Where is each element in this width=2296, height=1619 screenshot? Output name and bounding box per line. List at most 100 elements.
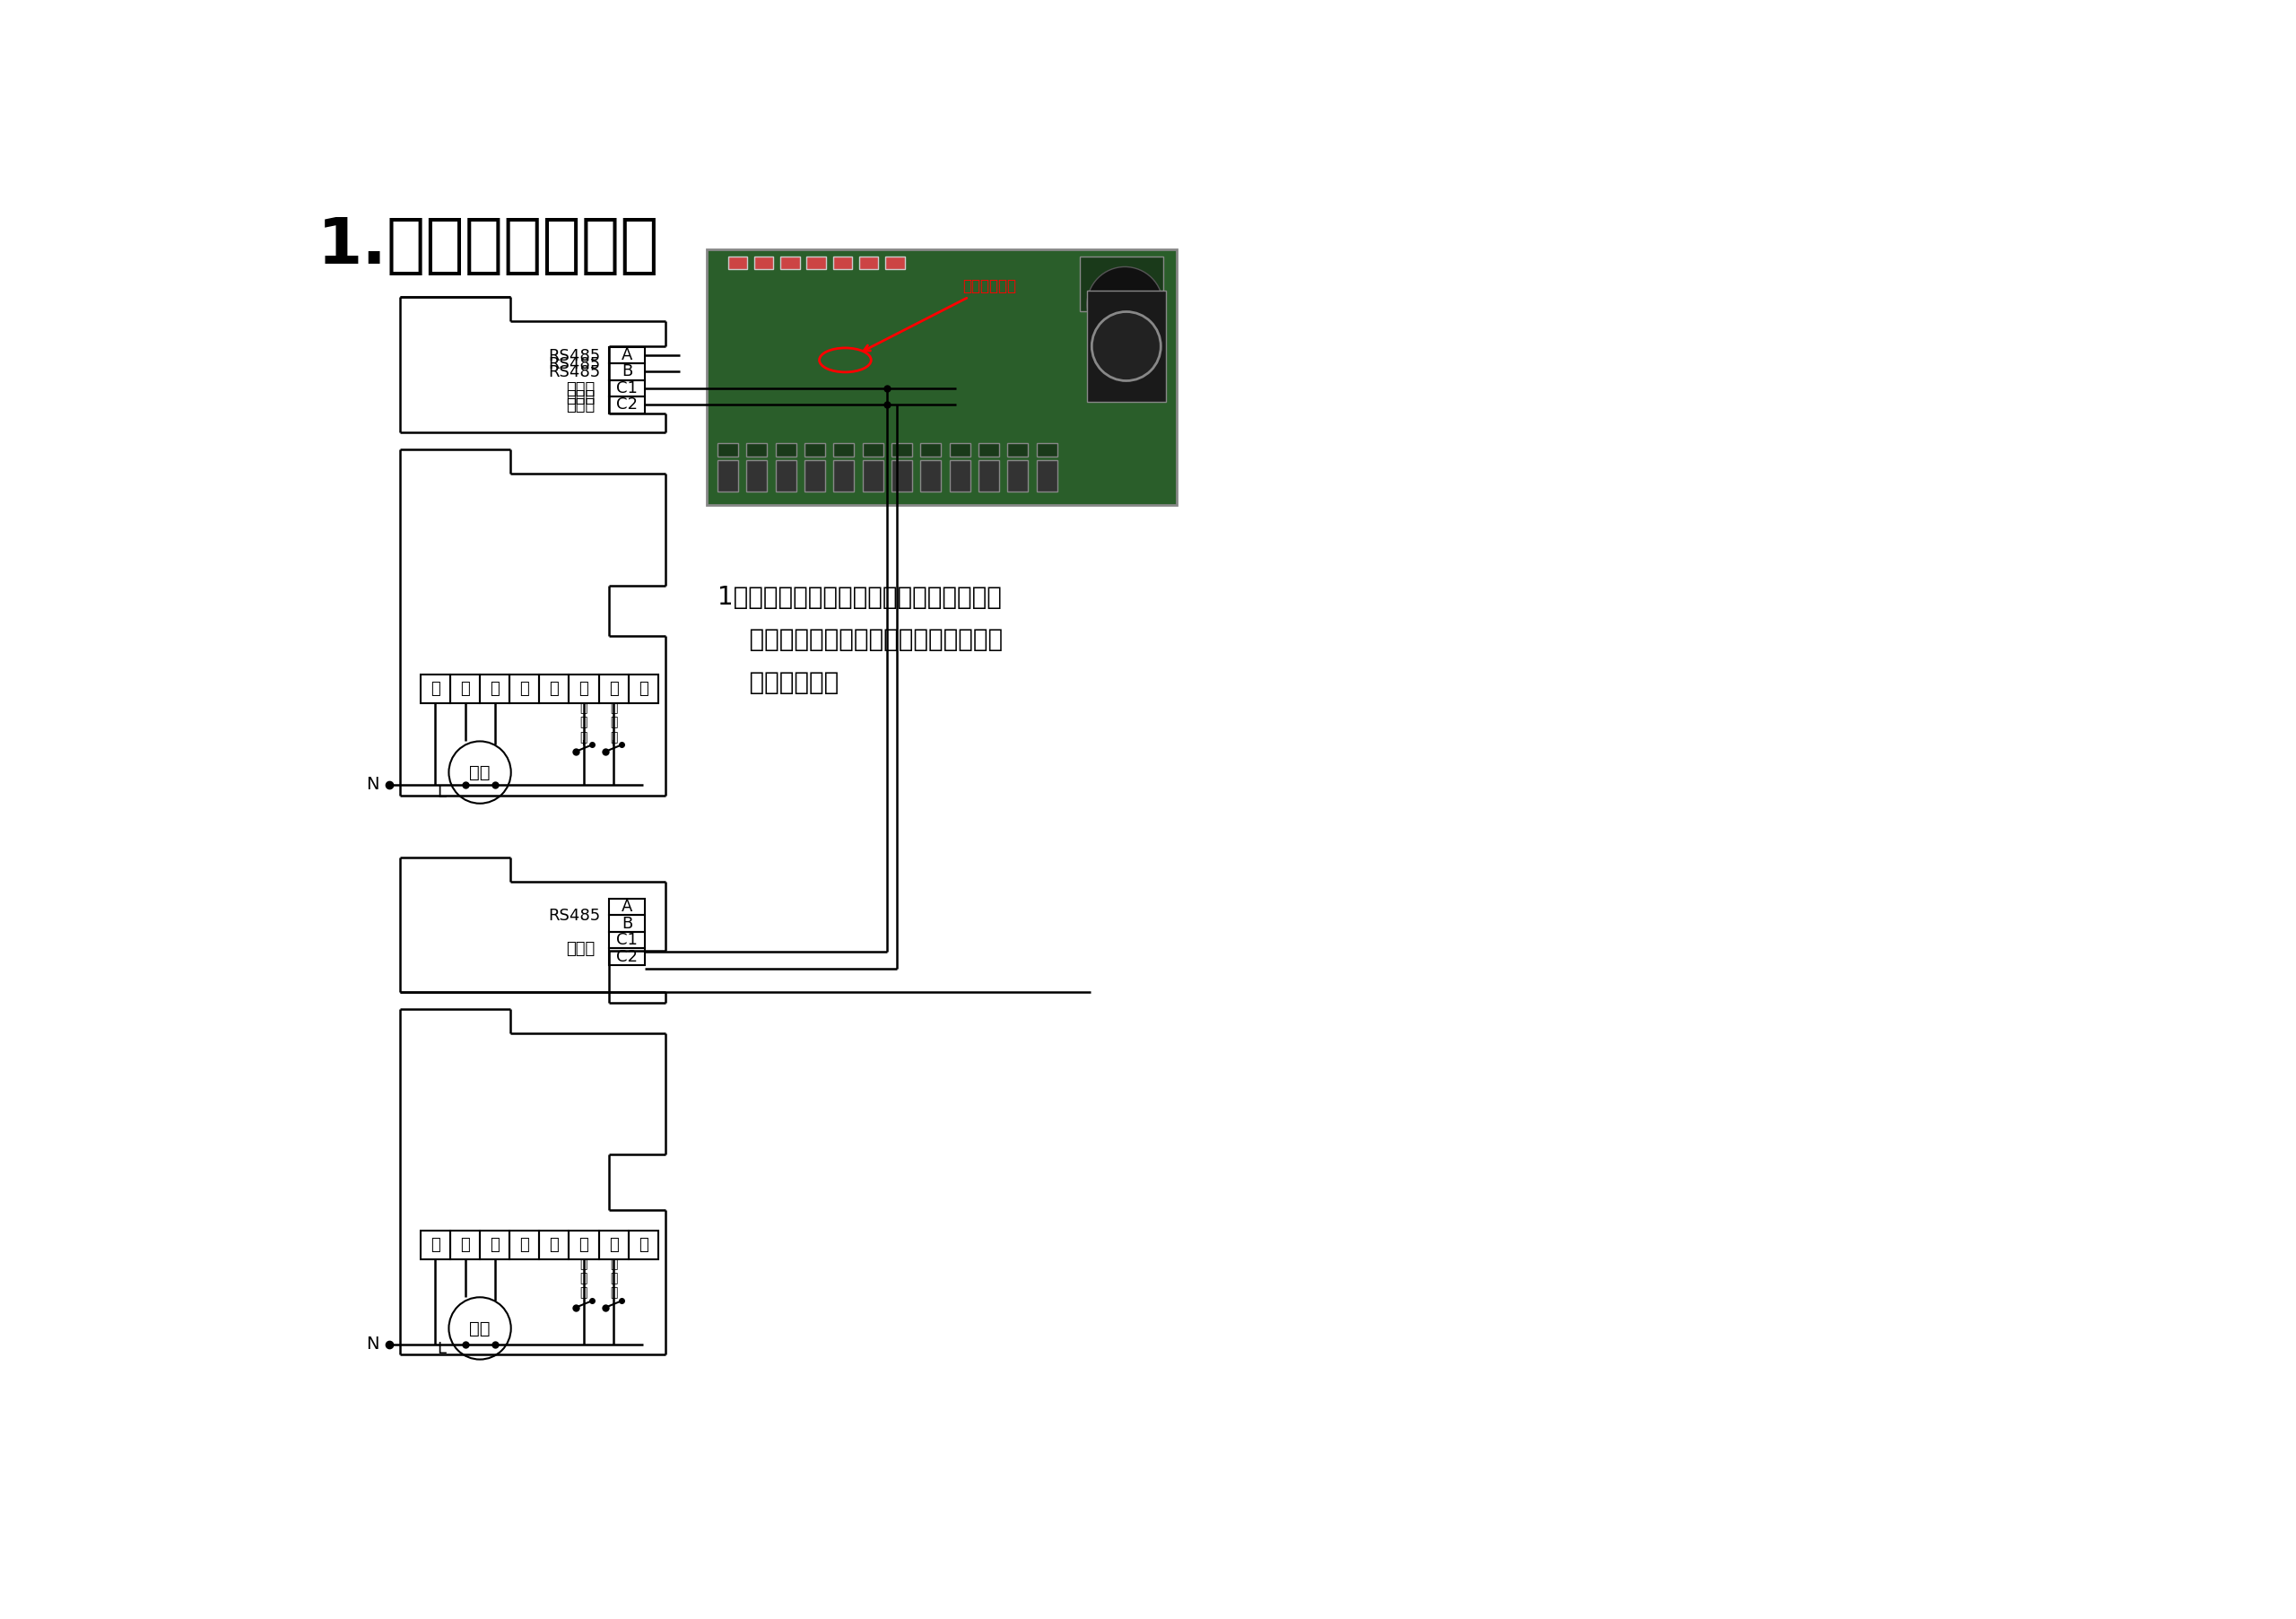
Bar (833, 460, 854, 491)
Bar (746, 460, 767, 491)
Bar (629, 1230, 659, 1260)
Text: 关: 关 (608, 680, 618, 696)
Bar (569, 674, 599, 703)
Bar (753, 256, 774, 269)
Bar (978, 460, 999, 491)
Text: 零: 零 (432, 680, 441, 696)
Text: RS485: RS485 (549, 908, 599, 924)
Text: C2: C2 (615, 397, 638, 413)
Text: 干触点: 干触点 (567, 389, 595, 405)
Bar (1079, 256, 1162, 312)
Text: A: A (622, 346, 631, 363)
Bar (510, 1230, 540, 1260)
Bar (608, 949, 645, 965)
Text: 低: 低 (549, 1237, 558, 1253)
Text: 干触点: 干触点 (567, 398, 595, 414)
Bar (707, 249, 1178, 505)
Text: B: B (622, 364, 631, 380)
Bar (599, 1230, 629, 1260)
Text: 空调联机开关: 空调联机开关 (863, 278, 1017, 351)
Bar (921, 460, 941, 491)
Bar (450, 1230, 480, 1260)
Bar (886, 256, 905, 269)
Bar (1035, 444, 1056, 457)
Text: RS485: RS485 (549, 348, 599, 364)
Circle shape (1086, 267, 1162, 343)
Bar (891, 444, 912, 457)
Text: 空
调
阀: 空 调 阀 (581, 701, 588, 743)
Text: N: N (365, 776, 379, 793)
Text: 地
暖
阀: 地 暖 阀 (611, 1258, 618, 1300)
Bar (608, 364, 645, 380)
Bar (608, 380, 645, 397)
Bar (716, 444, 739, 457)
Bar (480, 674, 510, 703)
Text: 风机: 风机 (468, 764, 491, 780)
Text: C2: C2 (615, 949, 638, 965)
Bar (569, 1230, 599, 1260)
Bar (420, 1230, 450, 1260)
Text: RS485: RS485 (549, 356, 599, 372)
Text: 空
调
阀: 空 调 阀 (581, 1258, 588, 1300)
Text: 开: 开 (579, 680, 588, 696)
Text: L: L (439, 785, 445, 801)
Text: C1: C1 (615, 380, 638, 397)
Text: 1、主板上的空调联机开关是无源端口，不
    得在此端口处输入任何电源，否则会导
    致主板损坏。: 1、主板上的空调联机开关是无源端口，不 得在此端口处输入任何电源，否则会导 致主… (716, 584, 1003, 696)
Bar (833, 256, 852, 269)
Bar (540, 1230, 569, 1260)
Text: L: L (439, 1341, 445, 1357)
Bar (1008, 444, 1029, 457)
Bar (1086, 291, 1166, 402)
Bar (608, 933, 645, 949)
Bar (510, 674, 540, 703)
Bar (728, 256, 746, 269)
Bar (540, 674, 569, 703)
Bar (608, 346, 645, 364)
Bar (608, 899, 645, 915)
Bar (608, 915, 645, 933)
Bar (804, 460, 824, 491)
Text: 开: 开 (579, 1237, 588, 1253)
Bar (921, 444, 941, 457)
Bar (716, 460, 739, 491)
Text: 开: 开 (638, 680, 647, 696)
Text: 关: 关 (608, 1237, 618, 1253)
Bar (951, 444, 971, 457)
Bar (804, 444, 824, 457)
Bar (420, 674, 450, 703)
Bar (599, 674, 629, 703)
Bar (1008, 460, 1029, 491)
Text: 中: 中 (519, 680, 530, 696)
Bar (1035, 460, 1056, 491)
Text: B: B (622, 915, 631, 931)
Text: 火: 火 (459, 680, 471, 696)
Bar (746, 444, 767, 457)
Bar (833, 444, 854, 457)
Bar (480, 1230, 510, 1260)
Bar (781, 256, 799, 269)
Bar (891, 460, 912, 491)
Text: 火: 火 (459, 1237, 471, 1253)
Bar (978, 444, 999, 457)
Text: C1: C1 (615, 933, 638, 949)
Text: 高: 高 (489, 680, 501, 696)
Text: 1.联机接线原理图: 1.联机接线原理图 (317, 215, 659, 277)
Bar (863, 460, 884, 491)
Text: 干触点: 干触点 (567, 380, 595, 397)
Text: 高: 高 (489, 1237, 501, 1253)
Text: N: N (365, 1336, 379, 1353)
Bar (863, 444, 884, 457)
Circle shape (1093, 312, 1162, 380)
Text: 中: 中 (519, 1237, 530, 1253)
Text: 干触点: 干触点 (567, 941, 595, 957)
Text: 风机: 风机 (468, 1319, 491, 1337)
Text: 地
暖
阀: 地 暖 阀 (611, 701, 618, 743)
Bar (806, 256, 827, 269)
Bar (776, 460, 797, 491)
Text: 零: 零 (432, 1237, 441, 1253)
Bar (776, 444, 797, 457)
Text: A: A (622, 899, 631, 915)
Text: 开: 开 (638, 1237, 647, 1253)
Text: RS485: RS485 (549, 364, 599, 380)
Bar (450, 674, 480, 703)
